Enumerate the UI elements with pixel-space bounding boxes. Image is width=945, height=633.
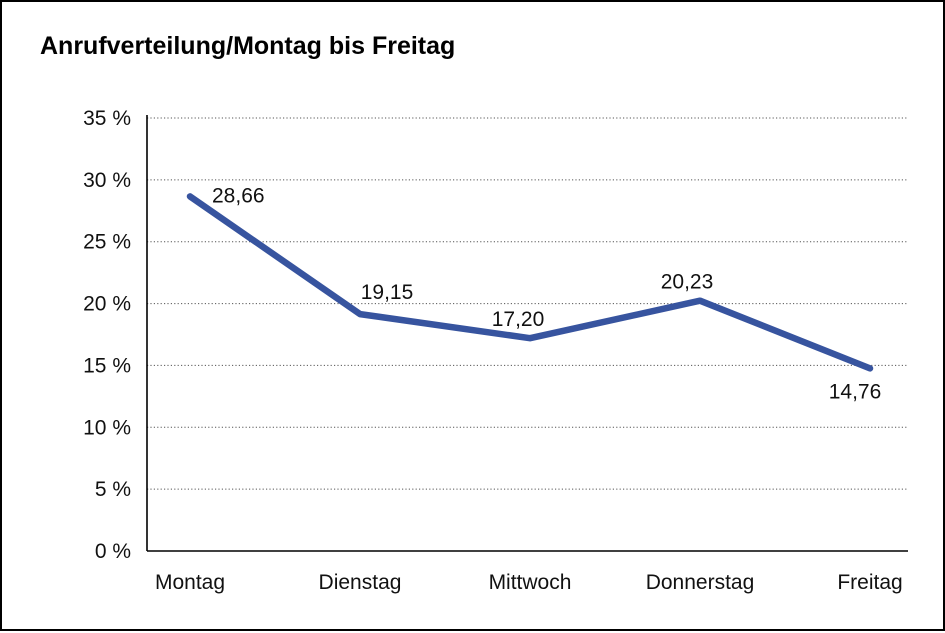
y-tick-label: 20 % [83,293,131,316]
y-tick-label: 25 % [83,231,131,254]
x-category-label: Mittwoch [489,571,572,594]
x-category-label: Donnerstag [646,571,755,594]
x-category-label: Montag [155,571,225,594]
data-point-label: 17,20 [492,308,545,331]
data-point-label: 20,23 [661,271,714,294]
y-tick-label: 10 % [83,416,131,439]
data-point-label: 28,66 [212,184,265,207]
y-tick-label: 35 % [83,107,131,130]
y-tick-label: 5 % [95,478,131,501]
data-series-line [186,193,874,372]
y-tick-label: 15 % [83,354,131,377]
y-tick-label: 30 % [83,169,131,192]
x-category-label: Dienstag [319,571,402,594]
x-category-label: Freitag [837,571,902,594]
y-tick-label: 0 % [95,540,131,563]
data-point-label: 19,15 [361,281,414,304]
data-point-label: 14,76 [829,380,882,403]
chart-title: Anrufverteilung/Montag bis Freitag [40,32,456,60]
